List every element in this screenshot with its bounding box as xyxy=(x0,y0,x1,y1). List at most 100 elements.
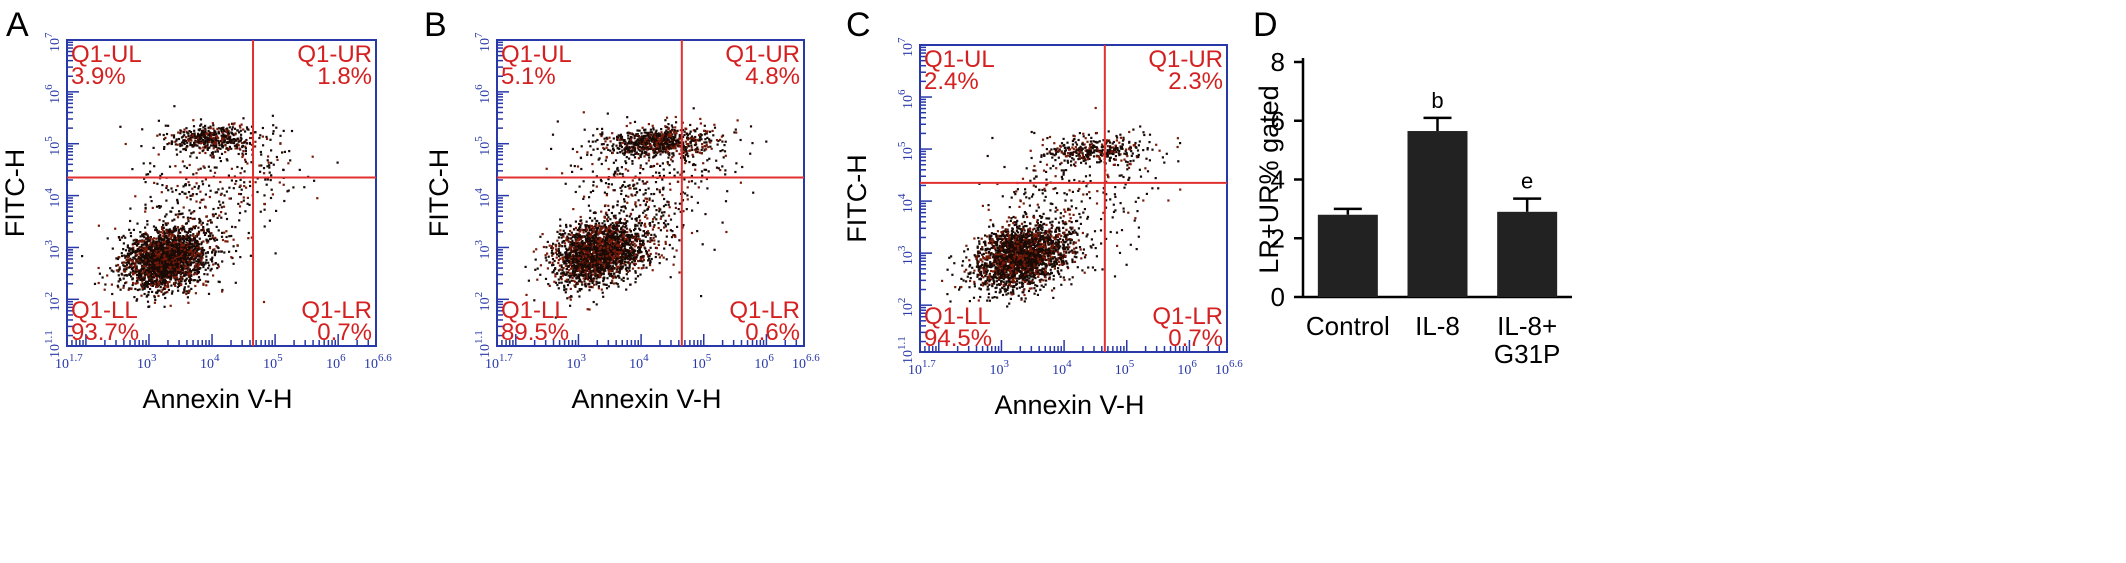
scatter-point xyxy=(228,139,231,143)
scatter-point xyxy=(160,191,163,194)
scatter-point xyxy=(231,138,234,141)
scatter-point xyxy=(134,287,137,291)
scatter-point xyxy=(181,212,184,215)
scatter-point xyxy=(194,257,197,260)
scatter-point xyxy=(177,289,180,292)
scatter-point xyxy=(173,257,176,260)
scatter-point xyxy=(180,280,183,283)
scatter-point xyxy=(158,218,161,222)
scatter-point xyxy=(145,248,149,251)
scatter-point xyxy=(597,242,600,245)
scatter-point xyxy=(153,294,156,298)
scatter-point xyxy=(188,278,191,282)
scatter-point xyxy=(158,282,161,285)
scatter-point xyxy=(194,292,197,295)
scatter-point xyxy=(190,243,193,246)
scatter-point xyxy=(147,276,150,279)
scatter-point xyxy=(599,264,602,267)
scatter-point xyxy=(149,236,152,239)
scatter-point xyxy=(204,132,207,136)
scatter-point xyxy=(223,134,226,137)
scatter-point xyxy=(282,168,285,172)
scatter-point xyxy=(168,272,171,275)
scatter-point xyxy=(170,236,173,239)
scatter-point xyxy=(610,235,613,238)
scatter-point xyxy=(649,224,652,227)
scatter-point xyxy=(208,137,211,140)
scatter-point xyxy=(177,137,181,141)
scatter-point xyxy=(615,256,618,259)
scatter-point xyxy=(612,230,616,233)
scatter-point xyxy=(162,133,165,137)
scatter-point xyxy=(165,223,168,227)
scatter-point xyxy=(578,234,582,237)
scatter-point xyxy=(603,252,606,255)
scatter-point xyxy=(182,259,185,262)
scatter-point xyxy=(556,253,559,256)
scatter-point xyxy=(149,241,152,244)
scatter-point xyxy=(608,235,611,238)
scatter-point xyxy=(175,153,179,156)
scatter-point xyxy=(216,136,219,139)
scatter-point xyxy=(170,187,173,190)
scatter-point xyxy=(588,289,591,292)
scatter-point xyxy=(613,242,616,245)
scatter-point xyxy=(567,233,570,236)
scatter-point xyxy=(117,270,120,273)
scatter-point xyxy=(192,244,195,247)
scatter-point xyxy=(576,229,579,232)
scatter-point xyxy=(197,243,200,246)
scatter-point xyxy=(239,193,243,196)
scatter-point xyxy=(174,284,177,287)
scatter-point xyxy=(174,279,177,282)
scatter-point xyxy=(103,288,106,291)
scatter-point xyxy=(140,248,143,252)
scatter-point xyxy=(600,231,603,235)
scatter-point xyxy=(244,149,247,152)
scatter-point xyxy=(168,249,172,252)
scatter-point xyxy=(227,147,230,150)
scatter-point xyxy=(163,305,166,308)
scatter-point xyxy=(575,257,578,260)
scatter-point xyxy=(127,256,130,259)
scatter-point xyxy=(574,285,577,288)
scatter-point xyxy=(558,252,561,255)
scatter-point xyxy=(194,284,197,288)
scatter-point xyxy=(234,182,237,185)
scatter-point xyxy=(170,262,173,265)
scatter-point xyxy=(173,228,176,231)
scatter-point xyxy=(206,148,209,151)
scatter-point xyxy=(211,156,214,159)
scatter-point xyxy=(140,247,143,250)
scatter-point xyxy=(216,139,219,142)
scatter-point xyxy=(144,231,147,234)
scatter-point xyxy=(176,262,179,266)
scatter-point xyxy=(602,269,605,272)
scatter-point xyxy=(109,267,112,270)
scatter-point xyxy=(204,151,207,155)
scatter-point xyxy=(126,258,129,261)
scatter-point xyxy=(630,245,633,248)
scatter-point xyxy=(202,129,205,132)
scatter-point xyxy=(153,181,156,184)
scatter-point xyxy=(185,257,188,261)
scatter-point xyxy=(191,187,194,190)
scatter-point xyxy=(198,263,201,266)
scatter-point xyxy=(134,251,137,255)
scatter-point xyxy=(230,132,234,135)
scatter-point xyxy=(173,245,176,248)
quadrant-name: Q1-LL xyxy=(71,297,138,324)
scatter-point xyxy=(622,228,625,231)
scatter-point xyxy=(188,137,191,140)
scatter-point xyxy=(272,130,275,133)
scatter-point xyxy=(235,147,238,150)
scatter-point xyxy=(569,251,572,254)
scatter-point xyxy=(164,259,168,262)
scatter-point xyxy=(210,144,213,147)
scatter-point xyxy=(142,259,145,262)
scatter-point xyxy=(213,239,216,242)
scatter-point xyxy=(154,226,157,229)
scatter-point xyxy=(124,256,127,259)
scatter-point xyxy=(158,271,161,274)
scatter-point xyxy=(160,253,163,256)
